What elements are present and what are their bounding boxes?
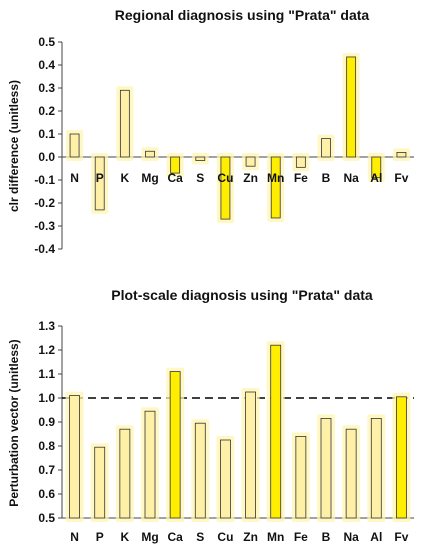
x-category-label: Mn	[267, 171, 284, 185]
x-category-label: Fv	[394, 530, 408, 544]
y-tick-label: 1.3	[38, 319, 55, 333]
x-category-label: Al	[370, 171, 382, 185]
bar	[396, 396, 407, 519]
x-category-label: P	[96, 171, 104, 185]
bar	[345, 428, 357, 519]
y-tick-label: 0.4	[38, 58, 55, 72]
bar	[371, 156, 382, 179]
y-tick-label: 0.1	[38, 127, 55, 141]
y-tick-label: 0.7	[38, 463, 55, 477]
bar	[220, 156, 231, 220]
bar	[170, 156, 181, 174]
x-category-label: Na	[343, 171, 359, 185]
bar	[94, 446, 106, 519]
y-tick-label: 0.9	[38, 415, 55, 429]
y-axis-label: Perturbation vector (unitless)	[7, 339, 21, 506]
y-tick-label: -0.4	[34, 242, 55, 256]
bar	[69, 395, 80, 519]
y-tick-label: 1.1	[38, 367, 55, 381]
y-tick-label: 0.5	[38, 35, 55, 49]
bar	[195, 156, 206, 161]
x-category-label: Fv	[394, 171, 408, 185]
x-category-label: B	[322, 530, 331, 544]
x-category-label: Na	[343, 530, 359, 544]
y-tick-label: -0.3	[34, 219, 55, 233]
bar	[194, 422, 206, 519]
y-tick-label: -0.2	[34, 196, 55, 210]
x-category-label: Mg	[141, 171, 158, 185]
y-tick-label: -0.1	[34, 173, 55, 187]
chart-title: Regional diagnosis using "Prata" data	[115, 7, 370, 23]
bar	[220, 439, 231, 519]
x-category-label: Fe	[294, 171, 308, 185]
x-category-label: N	[70, 171, 79, 185]
x-category-label: Mn	[267, 530, 284, 544]
x-category-label: Zn	[243, 171, 258, 185]
bar	[396, 151, 407, 158]
bar	[245, 156, 256, 167]
bar	[119, 89, 130, 158]
x-category-label: Ca	[167, 530, 183, 544]
bar	[94, 156, 105, 211]
bar	[169, 371, 181, 519]
x-category-label: B	[322, 171, 331, 185]
bar	[295, 435, 307, 519]
bar	[144, 410, 156, 519]
x-category-label: Ca	[167, 171, 183, 185]
chart-regional-diagnosis: Regional diagnosis using "Prata" data cl…	[7, 7, 414, 256]
chart-title: Plot-scale diagnosis using "Prata" data	[111, 287, 373, 303]
x-category-label: P	[96, 530, 104, 544]
bar	[145, 150, 155, 158]
y-tick-label: 0.8	[38, 439, 55, 453]
x-category-label: S	[196, 530, 204, 544]
bar	[370, 417, 382, 519]
bar	[295, 156, 306, 168]
bar	[320, 417, 332, 519]
x-category-label: Mg	[141, 530, 158, 544]
y-tick-label: 1.2	[38, 343, 55, 357]
y-tick-label: 0.0	[38, 150, 55, 164]
bar	[321, 138, 331, 158]
bar	[245, 391, 256, 519]
x-category-label: K	[121, 530, 130, 544]
y-tick-label: 0.6	[38, 487, 55, 501]
y-tick-label: 0.3	[38, 81, 55, 95]
x-category-label: Fe	[294, 530, 308, 544]
y-tick-label: 0.5	[38, 511, 55, 525]
x-category-label: Cu	[217, 171, 233, 185]
x-category-label: Al	[370, 530, 382, 544]
bar	[270, 344, 282, 519]
bar	[69, 133, 80, 158]
x-category-label: S	[196, 171, 204, 185]
y-axis-label: clr difference (unitless)	[7, 80, 21, 212]
bar	[270, 156, 281, 219]
bar	[346, 56, 357, 158]
chart-plot-scale-diagnosis: Plot-scale diagnosis using "Prata" data …	[7, 287, 414, 544]
y-tick-label: 0.2	[38, 104, 55, 118]
x-category-label: Cu	[217, 530, 233, 544]
bar	[119, 428, 131, 519]
x-category-label: N	[70, 530, 79, 544]
y-tick-label: 1.0	[38, 391, 55, 405]
x-category-label: Zn	[243, 530, 258, 544]
x-category-label: K	[121, 171, 130, 185]
